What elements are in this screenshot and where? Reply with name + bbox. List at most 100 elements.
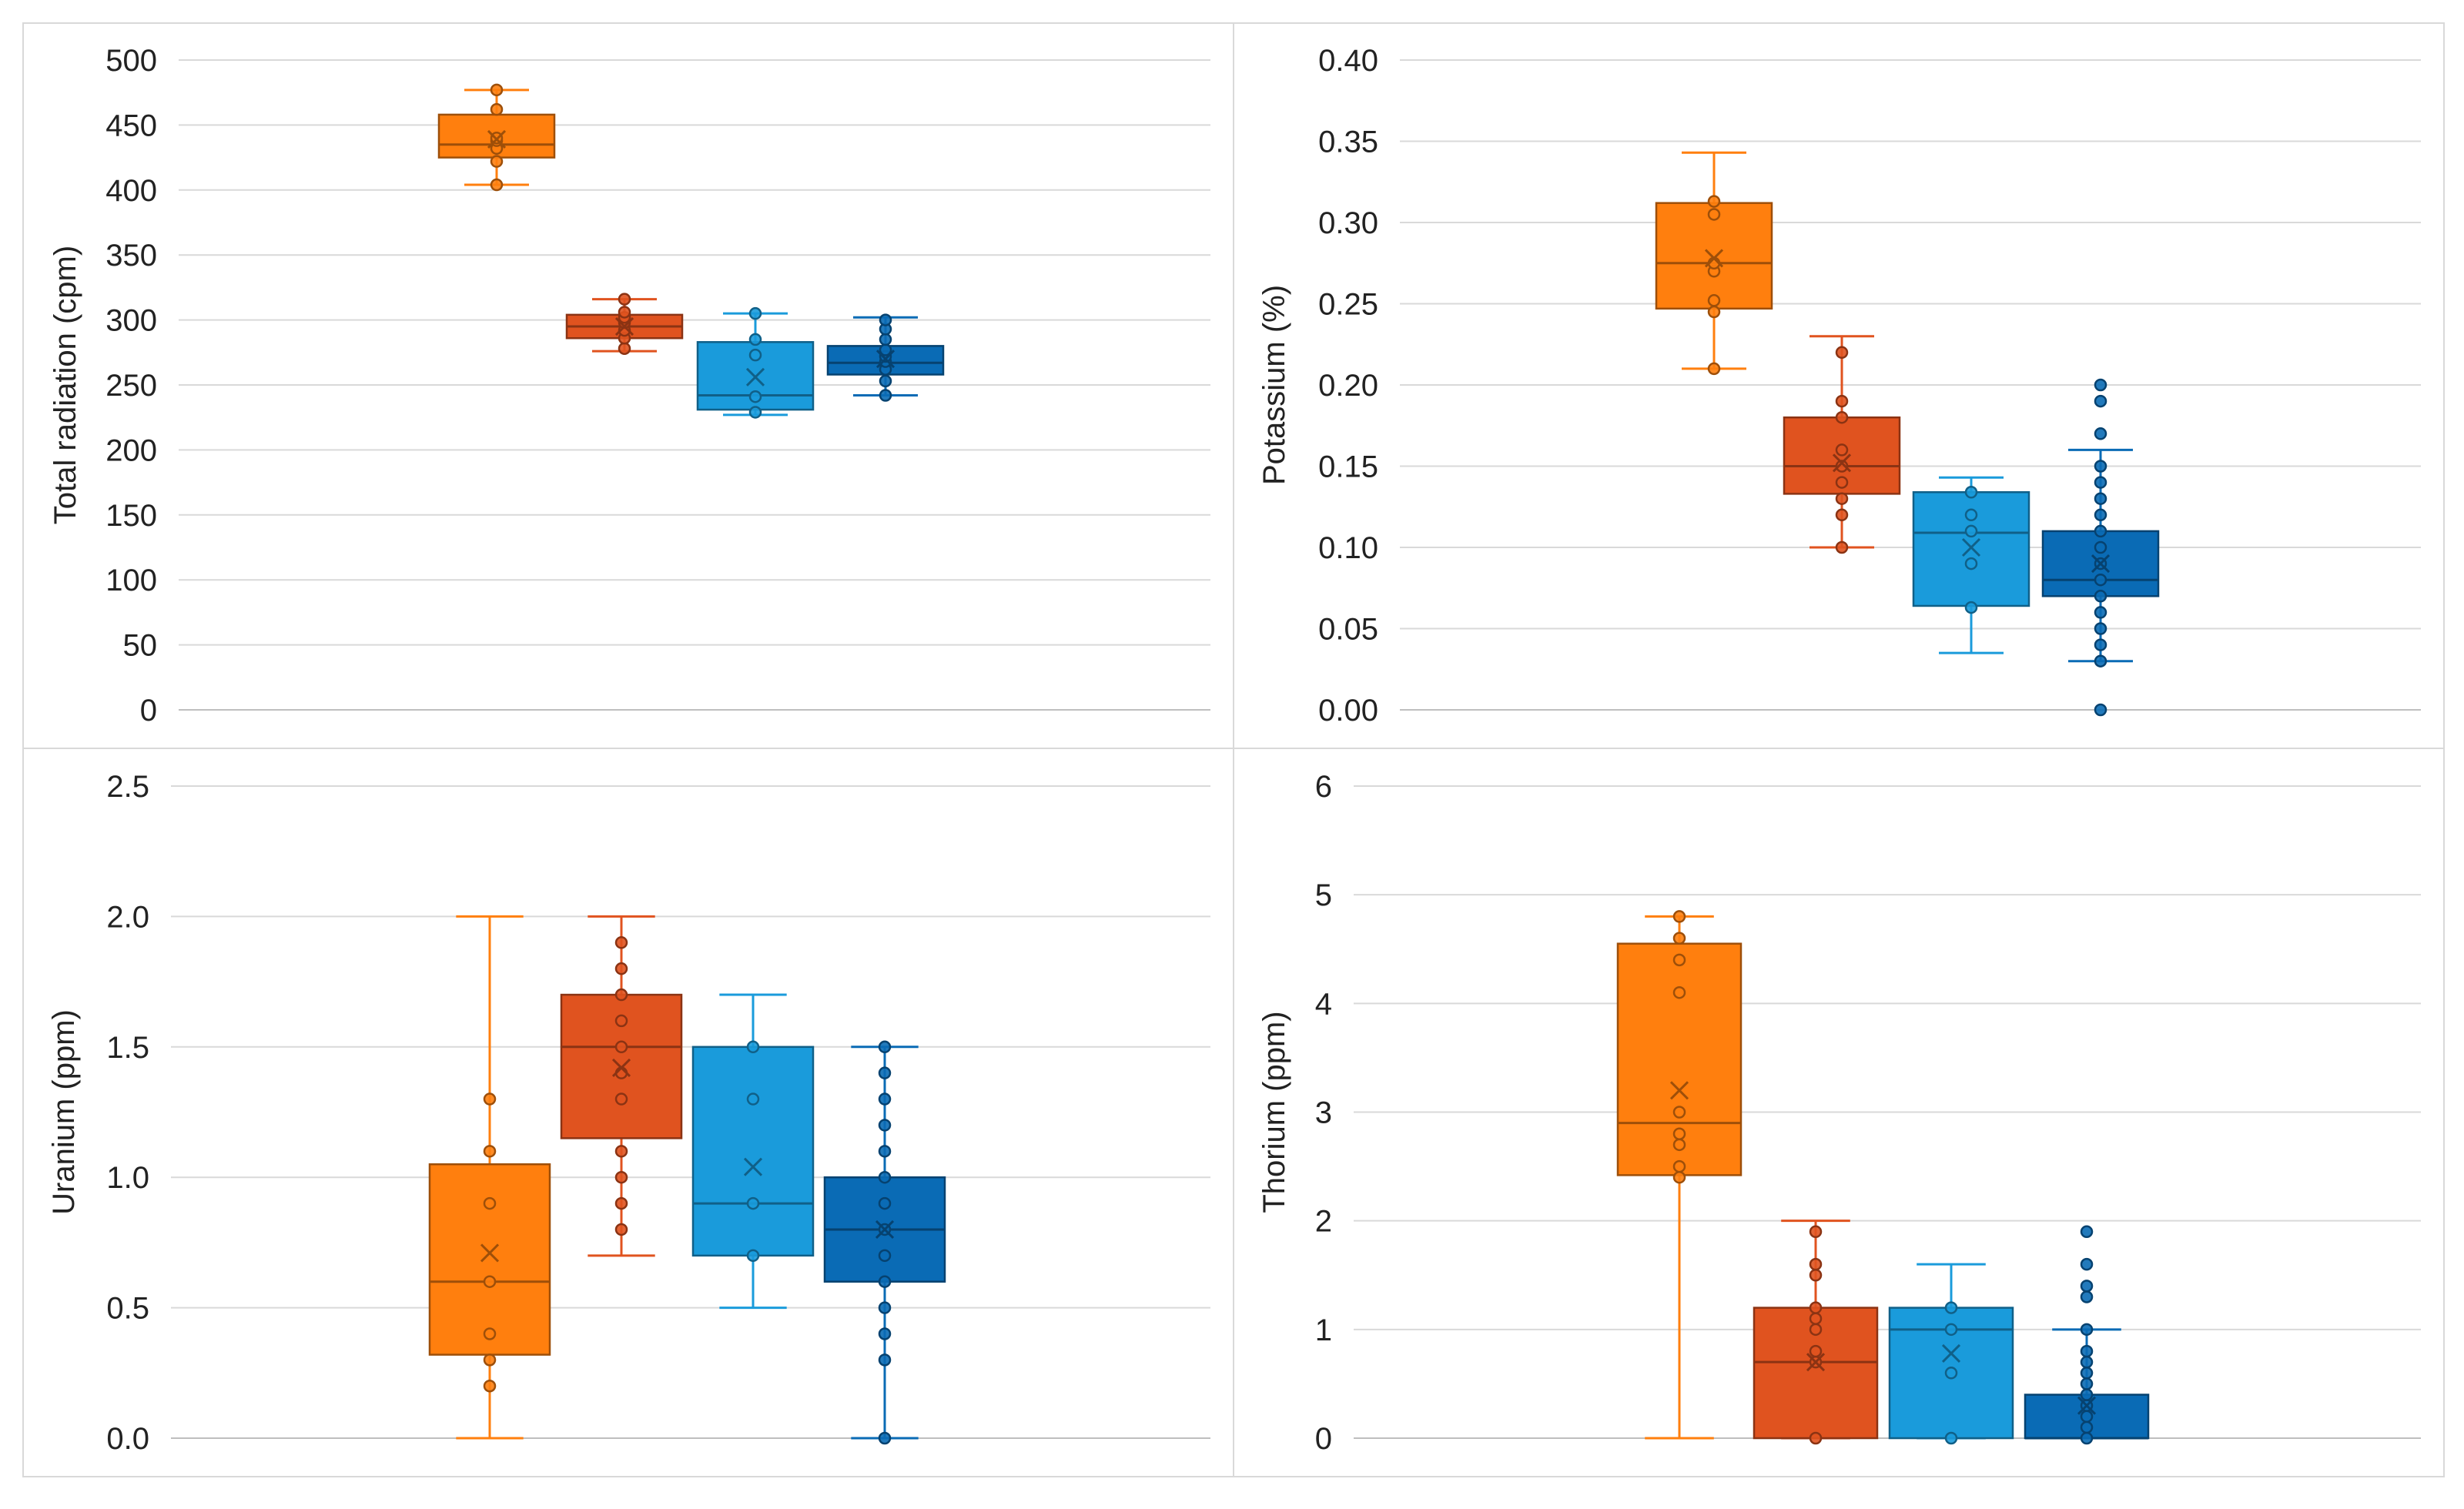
- data-point: [748, 348, 762, 362]
- data-point: [2094, 476, 2107, 489]
- y-tick-label: 0.30: [1318, 206, 1378, 240]
- data-point: [1809, 1323, 1823, 1337]
- y-tick-label: 6: [1315, 770, 1332, 804]
- data-point: [2094, 394, 2107, 408]
- y-tick-label: 2: [1315, 1205, 1332, 1239]
- data-point: [2080, 1377, 2094, 1390]
- data-point: [748, 406, 762, 419]
- data-point: [878, 1196, 892, 1210]
- data-point: [879, 389, 892, 402]
- data-point: [1707, 305, 1721, 319]
- data-point: [2094, 573, 2107, 587]
- data-point: [618, 342, 631, 355]
- y-tick-label: 200: [105, 433, 157, 467]
- mean-marker: [1961, 537, 1981, 557]
- data-point: [1672, 985, 1686, 999]
- data-point: [2080, 1355, 2094, 1369]
- data-point: [748, 390, 762, 403]
- data-point: [879, 313, 892, 326]
- data-point: [483, 1145, 497, 1158]
- data-point: [878, 1170, 892, 1184]
- data-point: [2080, 1290, 2094, 1303]
- data-point: [490, 83, 504, 97]
- data-point: [1809, 1431, 1823, 1445]
- y-tick-label: 0.15: [1318, 450, 1378, 484]
- data-point: [878, 1353, 892, 1367]
- data-point: [2094, 622, 2107, 635]
- data-point: [2094, 427, 2107, 440]
- mean-marker: [611, 1058, 631, 1077]
- data-point: [1672, 910, 1686, 923]
- box-series-4: [2041, 378, 2160, 717]
- chart-panel-4: 0 1 2 3 4 5 6 Thorium (ppm): [1257, 770, 2421, 1456]
- chart-panel-2: 0.00 0.05 0.10 0.15 0.20 0.25 0.30 0.35 0.40 Pota…: [1257, 44, 2421, 728]
- data-point: [618, 293, 631, 306]
- data-point: [748, 306, 762, 320]
- data-point: [878, 1327, 892, 1340]
- data-point: [1707, 362, 1721, 376]
- box-series-4: [823, 1040, 946, 1445]
- box-iqr: [428, 1163, 551, 1356]
- box-iqr: [691, 1046, 815, 1257]
- y-axis-title: Total radiation (cpm): [49, 246, 82, 524]
- y-tick-label: 0: [1315, 1422, 1332, 1456]
- data-point: [2080, 1367, 2094, 1380]
- y-tick-label: 0.0: [106, 1422, 149, 1456]
- data-point: [2094, 378, 2107, 392]
- mean-marker: [1941, 1343, 1961, 1363]
- data-point: [878, 1040, 892, 1054]
- y-tick-label: 0.25: [1318, 288, 1378, 322]
- data-point: [490, 155, 504, 168]
- box-series-3: [1888, 1263, 2014, 1445]
- data-point: [1835, 492, 1849, 505]
- data-point: [483, 1196, 497, 1210]
- data-point: [2094, 492, 2107, 505]
- box-series-2: [1783, 335, 1901, 554]
- box-series-3: [1912, 476, 2030, 654]
- chart-panel-1: 0 50 100 150 200 250 300 350 400 450 500 Total radi…: [49, 44, 1210, 728]
- box-series-2: [1753, 1220, 1879, 1445]
- data-point: [2080, 1431, 2094, 1445]
- data-point: [878, 1249, 892, 1263]
- y-tick-label: 450: [105, 109, 157, 142]
- y-tick-label: 1.5: [106, 1031, 149, 1065]
- box-series-1: [437, 83, 556, 192]
- data-point: [614, 1040, 628, 1054]
- mean-marker: [1669, 1081, 1689, 1100]
- y-tick-label: 0.35: [1318, 125, 1378, 159]
- data-point: [483, 1275, 497, 1288]
- data-point: [2080, 1344, 2094, 1358]
- data-point: [746, 1092, 760, 1106]
- data-point: [614, 1145, 628, 1158]
- y-tick-label: 100: [105, 564, 157, 597]
- data-point: [2094, 524, 2107, 538]
- data-point: [878, 1092, 892, 1106]
- data-point: [2094, 703, 2107, 717]
- y-tick-label: 0.5: [106, 1292, 149, 1326]
- data-point: [1809, 1225, 1823, 1239]
- y-tick-label: 2.0: [106, 900, 149, 934]
- data-point: [878, 1431, 892, 1445]
- data-point: [2080, 1420, 2094, 1434]
- data-point: [483, 1092, 497, 1106]
- y-tick-label: 5: [1315, 878, 1332, 912]
- data-point: [614, 962, 628, 975]
- data-point: [1944, 1323, 1958, 1337]
- data-point: [879, 333, 892, 346]
- data-point: [878, 1301, 892, 1314]
- data-point: [1672, 932, 1686, 945]
- data-point: [1964, 486, 1978, 499]
- mean-marker: [743, 1157, 763, 1176]
- data-point: [1809, 1269, 1823, 1282]
- data-point: [1835, 346, 1849, 360]
- box-series-2: [565, 293, 684, 355]
- y-tick-label: 350: [105, 239, 157, 273]
- chart-panel-3: 0.0 0.5 1.0 1.5 2.0 2.5 Uranium (ppm): [47, 770, 1210, 1456]
- mean-marker: [1704, 249, 1724, 268]
- y-tick-label: 1: [1315, 1313, 1332, 1347]
- y-axis-title: Potassium (%): [1257, 285, 1291, 485]
- data-point: [2080, 1388, 2094, 1401]
- data-point: [483, 1379, 497, 1393]
- data-point: [1964, 601, 1978, 614]
